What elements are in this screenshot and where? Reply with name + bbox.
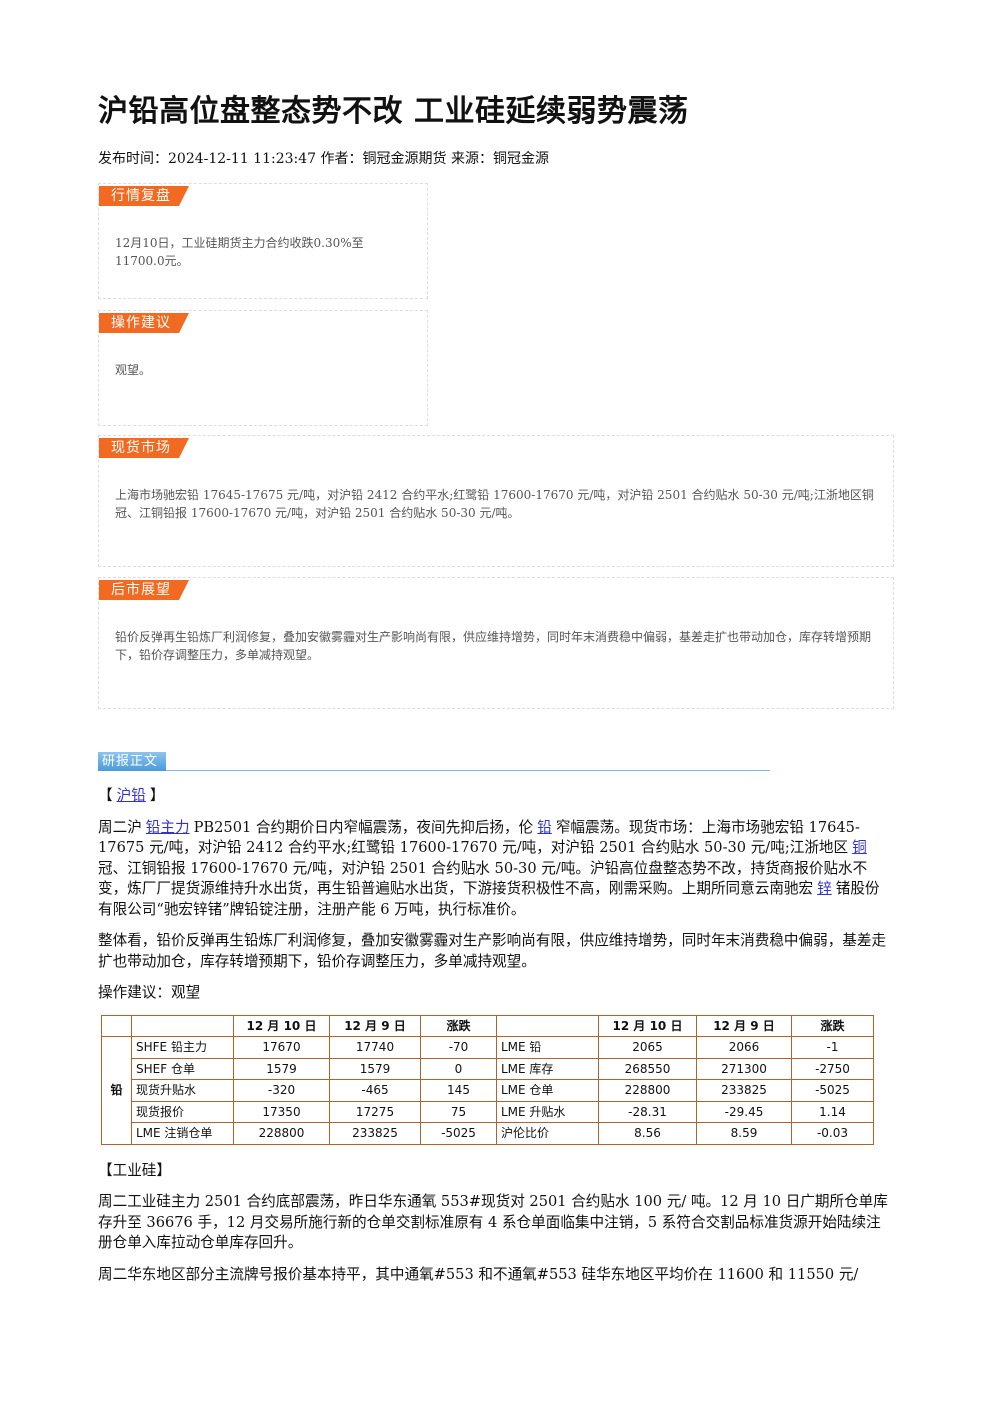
column-header: 12 月 9 日 [329, 1014, 421, 1037]
text: 整体看，铅价反弹再生铅炼厂利润修复，叠加安徽雾霾对生产影响尚有限，供应维持增势，… [98, 932, 887, 970]
table-row: LME 注销仓单 228800 233825 -5025 沪伦比价 8.56 8.59 -0.… [102, 1122, 874, 1145]
table-row: 现货升贴水 -320 -465 145 LME 仓单 228800 233825 -5025 [102, 1079, 874, 1102]
row-name: 现货升贴水 [131, 1079, 234, 1102]
cell: 8.56 [598, 1122, 697, 1145]
cell: 17740 [329, 1036, 421, 1059]
row-name: LME 铅 [496, 1036, 599, 1059]
cell: -0.03 [791, 1122, 874, 1145]
heading: 【沪铅】 [98, 786, 892, 807]
column-header: 12 月 10 日 [598, 1014, 697, 1037]
cell: 233825 [329, 1122, 421, 1145]
column-header: 12 月 9 日 [696, 1014, 792, 1037]
text: PB2501 合约期价日内窄幅震荡，夜间先抑后扬，伦 [193, 818, 534, 836]
table-row: SHEF 仓单 1579 1579 0 LME 库存 268550 271300 -2750 [102, 1057, 874, 1080]
box-label: 后市展望 [99, 580, 189, 600]
row-name: 沪伦比价 [496, 1122, 599, 1145]
empty-cell [101, 1014, 132, 1037]
summary-box: 现货市场上海市场驰宏铅 17645-17675 元/吨，对沪铅 2412 合约平… [98, 435, 894, 567]
table-row: 铅 SHFE 铅主力 17670 17740 -70 LME 铅 2065 2066 -1 [101, 1036, 874, 1145]
empty-cell [496, 1014, 599, 1037]
box-text: 观望。 [115, 363, 152, 377]
cell: -5025 [791, 1079, 874, 1102]
paragraph: 操作建议：观望 [98, 983, 892, 1004]
cell: -5025 [420, 1122, 497, 1145]
text: 【 [98, 787, 113, 804]
title: 沪铅高位盘整态势不改 工业硅延续弱势震荡 [98, 94, 689, 129]
text: 操作建议：观望 [98, 984, 201, 1001]
column-header: 涨跌 [420, 1014, 497, 1037]
cell: 17275 [329, 1100, 421, 1123]
link[interactable]: 铅 [537, 818, 552, 836]
cell: -70 [420, 1036, 497, 1059]
cell: 17670 [233, 1036, 330, 1059]
column-header: 涨跌 [791, 1014, 874, 1037]
cell: -29.45 [696, 1100, 792, 1123]
text: 锗股份有限公司“驰宏锌锗”牌铅锭注册，注册产能 6 万吨，执行标准价。 [98, 880, 880, 918]
section-label: 研报正文 [98, 752, 167, 771]
text: 】 [149, 787, 165, 804]
cell: 268550 [598, 1057, 697, 1080]
data-table: 12 月 10 日 12 月 9 日涨跌 12 月 10 日 12 月 9 日涨跌铅 S… [101, 1014, 874, 1145]
box-label: 现货市场 [99, 438, 189, 458]
summary-box: 后市展望铅价反弹再生铅炼厂利润修复，叠加安徽雾霾对生产影响尚有限，供应维持增势，… [98, 577, 894, 709]
heading: 【工业硅】 [98, 1161, 892, 1182]
cell: 75 [420, 1100, 497, 1123]
cell: 1.14 [791, 1100, 874, 1123]
group-label: 铅 [101, 1036, 132, 1145]
link[interactable]: 铜 [852, 839, 867, 856]
section-bar: 研报正文 [98, 750, 770, 771]
cell: -28.31 [598, 1100, 697, 1123]
summary-box: 行情复盘 12月10日，工业硅期货主力合约收跌0.30%至11700.0元。 [98, 183, 428, 299]
cell: 2066 [696, 1036, 792, 1059]
box-text: 上海市场驰宏铅 17645-17675 元/吨，对沪铅 2412 合约平水;红鹭… [115, 488, 874, 520]
paragraph: 整体看，铅价反弹再生铅炼厂利润修复，叠加安徽雾霾对生产影响尚有限，供应维持增势，… [98, 931, 892, 972]
cell: 228800 [233, 1122, 330, 1145]
meta: 发布时间：2024-12-11 11:23:47 作者：铜冠金源期货 来源：铜冠… [98, 151, 549, 167]
row-name: 现货报价 [131, 1100, 234, 1123]
cell: 0 [420, 1057, 497, 1080]
cell: 233825 [696, 1079, 792, 1102]
cell: 145 [420, 1079, 497, 1102]
text: 周二沪 [98, 818, 142, 836]
paragraph: 周二华东地区部分主流牌号报价基本持平，其中通氧#553 和不通氧#553 硅华东… [98, 1265, 892, 1286]
summary-box: 操作建议观望。 [98, 310, 428, 426]
paragraph: 周二工业硅主力 2501 合约底部震荡，昨日华东通氧 553#现货对 2501 … [98, 1192, 892, 1254]
row-name: LME 注销仓单 [131, 1122, 234, 1145]
table-row: 现货报价 17350 17275 75 LME 升贴水 -28.31 -29.45 1.14 [102, 1100, 874, 1123]
link[interactable]: 铅主力 [145, 818, 190, 836]
row-name: SHEF 仓单 [131, 1057, 234, 1080]
article-body: 【沪铅】周二沪 铅主力 PB2501 合约期价日内窄幅震荡，夜间先抑后扬，伦铅窄幅震… [98, 786, 892, 1296]
cell: -1 [791, 1036, 874, 1059]
paragraph: 周二沪 铅主力 PB2501 合约期价日内窄幅震荡，夜间先抑后扬，伦铅窄幅震荡。现货… [98, 818, 892, 921]
cell: -465 [329, 1079, 421, 1102]
link[interactable]: 锌 [817, 880, 832, 897]
header-row: 12 月 10 日 12 月 9 日涨跌 12 月 10 日 12 月 9 日涨跌 [101, 1014, 874, 1037]
empty-cell [131, 1014, 234, 1037]
cell: 2065 [598, 1036, 697, 1059]
cell: 1579 [329, 1057, 421, 1080]
box-label: 行情复盘 [99, 186, 189, 206]
text: 【工业硅】 [98, 1161, 171, 1179]
cell: 271300 [696, 1057, 792, 1080]
cell: 17350 [233, 1100, 330, 1123]
column-header: 12 月 10 日 [233, 1014, 330, 1037]
cell: 8.59 [696, 1122, 792, 1145]
row-name: SHFE 铅主力 [131, 1036, 234, 1059]
cell: -320 [233, 1079, 330, 1102]
text: 周二工业硅主力 2501 合约底部震荡，昨日华东通氧 553#现货对 2501 … [98, 1193, 888, 1251]
text: 周二华东地区部分主流牌号报价基本持平，其中通氧#553 和不通氧#553 硅华东… [98, 1265, 859, 1283]
cell: 228800 [598, 1079, 697, 1102]
row-name: LME 库存 [496, 1057, 599, 1080]
text: 窄幅震荡。现货市场：上海市场驰宏铅 17645-17675 元/吨，对沪铅 24… [98, 818, 860, 857]
text: 冠、江铜铅报 17600-17670 元/吨，对沪铅 2501 合约贴水 50-… [98, 859, 868, 898]
row-name: LME 升贴水 [496, 1100, 599, 1123]
box-label: 操作建议 [99, 313, 189, 333]
link[interactable]: 沪铅 [116, 787, 146, 804]
box-text: 铅价反弹再生铅炼厂利润修复，叠加安徽雾霾对生产影响尚有限，供应维持增势，同时年末… [115, 630, 872, 662]
box-text: 12月10日，工业硅期货主力合约收跌0.30%至11700.0元。 [115, 236, 364, 268]
row-name: LME 仓单 [496, 1079, 599, 1102]
cell: -2750 [791, 1057, 874, 1080]
cell: 1579 [233, 1057, 330, 1080]
